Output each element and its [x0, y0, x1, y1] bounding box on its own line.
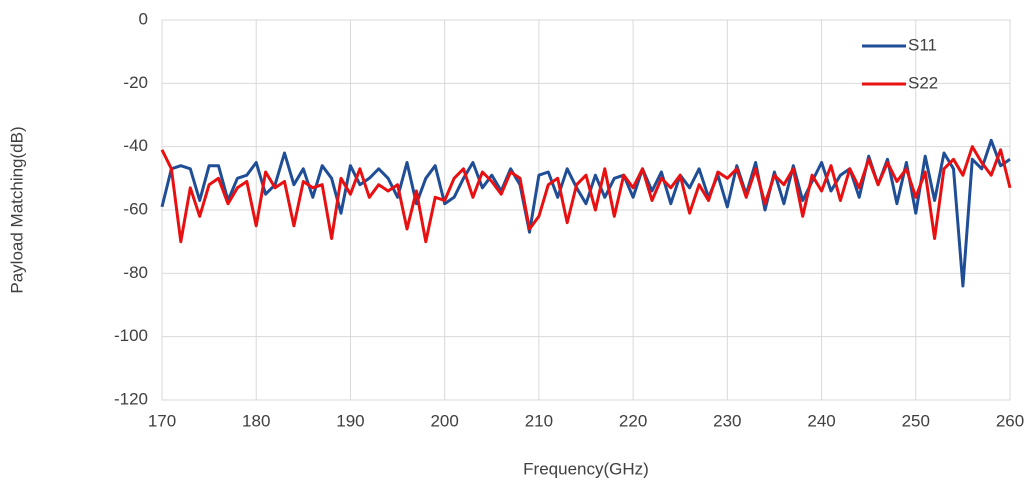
y-tick-label: -40 — [123, 136, 148, 155]
x-tick-label: 250 — [902, 411, 930, 430]
series-line — [160, 138, 1011, 288]
x-tick-label: 210 — [525, 411, 553, 430]
x-tick-label: 180 — [242, 411, 270, 430]
y-axis-label: Payload Matching(dB) — [7, 126, 26, 293]
y-tick-label: 0 — [139, 9, 148, 28]
x-tick-label: 260 — [996, 411, 1024, 430]
x-tick-label: 190 — [336, 411, 364, 430]
x-tick-label: 230 — [713, 411, 741, 430]
legend-label: S11 — [908, 35, 937, 54]
series-line — [160, 145, 1012, 244]
legend-label: S22 — [908, 73, 938, 92]
x-axis-label: Frequency(GHz) — [523, 459, 649, 478]
y-tick-label: -120 — [114, 389, 148, 408]
y-tick-label: -20 — [123, 73, 148, 92]
x-tick-label: 220 — [619, 411, 647, 430]
x-tick-label: 170 — [148, 411, 176, 430]
y-tick-label: -80 — [123, 263, 148, 282]
x-tick-label: 200 — [430, 411, 458, 430]
y-tick-label: -60 — [123, 199, 148, 218]
x-tick-label: 240 — [807, 411, 835, 430]
y-tick-label: -100 — [114, 326, 148, 345]
